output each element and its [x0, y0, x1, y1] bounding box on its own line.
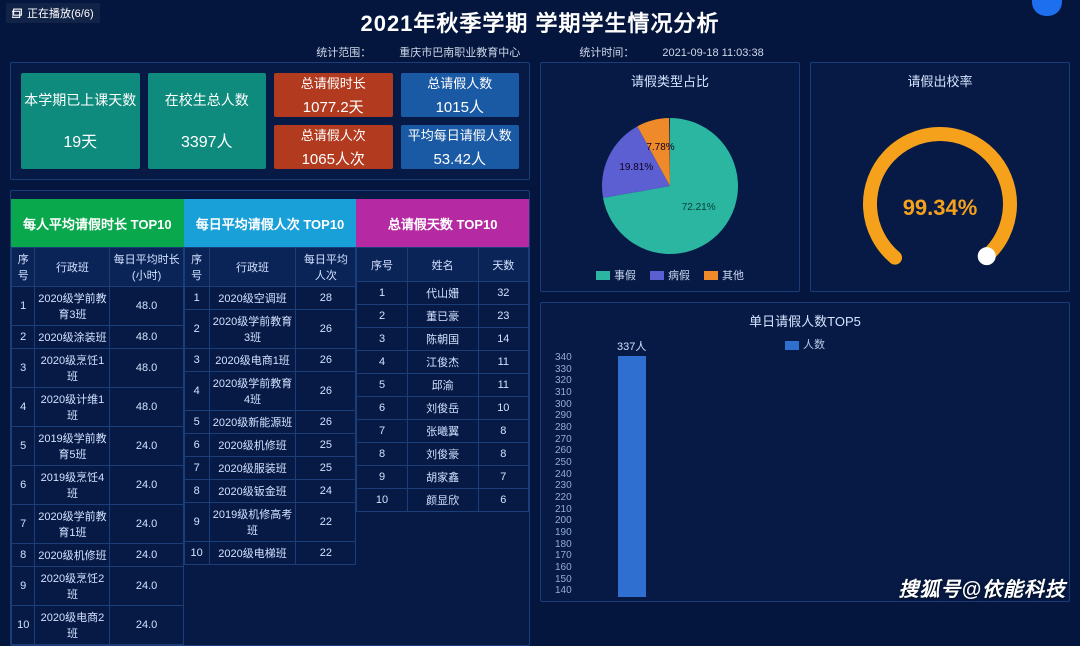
bar — [618, 356, 646, 597]
table-row: 6刘俊岳10 — [357, 397, 529, 420]
pie-chart: 72.21% 19.81% 7.78% — [549, 94, 791, 264]
table-row: 12020级空调班28 — [184, 287, 356, 310]
watermark: 搜狐号@依能科技 — [898, 573, 1066, 602]
table-row: 10颜显欣6 — [357, 489, 529, 512]
table-row: 5邱渝11 — [357, 374, 529, 397]
table-row: 3陈朝国14 — [357, 328, 529, 351]
tab-0[interactable]: 每人平均请假时长 TOP10 — [11, 199, 184, 247]
table-row: 1代山姗32 — [357, 282, 529, 305]
svg-text:72.21%: 72.21% — [682, 202, 716, 213]
kpi-card: 总请假人数1015人 — [401, 73, 520, 117]
table-avg-duration: 序号行政班每日平均时长(小时)12020级学前教育3班48.022020级涂装班… — [11, 247, 184, 645]
table-row: 9胡家鑫7 — [357, 466, 529, 489]
page-subtitle: 统计范围：重庆市巴南职业教育中心 统计时间：2021-09-18 11:03:3… — [0, 44, 1080, 60]
page-title: 2021年秋季学期 学期学生情况分析 — [0, 6, 1080, 38]
gauge-chart — [819, 94, 1061, 274]
svg-text:19.81%: 19.81% — [619, 162, 653, 173]
tab-1[interactable]: 每日平均请假人次 TOP10 — [184, 199, 357, 247]
table-row: 42020级计维1班48.0 — [12, 388, 184, 427]
table-row: 22020级涂装班48.0 — [12, 326, 184, 349]
table-row: 102020级电商2班24.0 — [12, 606, 184, 645]
table-row: 2董已豪23 — [357, 305, 529, 328]
table-row: 22020级学前教育3班26 — [184, 310, 356, 349]
kpi-card: 总请假时长1077.2天 — [274, 73, 393, 117]
pie-title: 请假类型占比 — [549, 71, 791, 90]
bar-plot: 337人 — [578, 352, 1055, 597]
kpi-card: 平均每日请假人数53.42人 — [401, 125, 520, 169]
bar-y-axis: 3403303203103002902802702602502402302202… — [555, 352, 578, 597]
table-avg-count: 序号行政班每日平均人次12020级空调班2822020级学前教育3班263202… — [184, 247, 357, 645]
pie-panel: 请假类型占比 72.21% 19.81% 7.78% 事假病假其他 — [540, 62, 800, 292]
table-row: 32020级电商1班26 — [184, 349, 356, 372]
table-row: 62020级机修班25 — [184, 434, 356, 457]
bar-panel: 单日请假人数TOP5 人数 34033032031030029028027026… — [540, 302, 1070, 602]
pie-legend: 事假病假其他 — [541, 267, 799, 283]
table-row: 92019级机修高考班22 — [184, 503, 356, 542]
table-row: 7张曦翼8 — [357, 420, 529, 443]
window-icon — [12, 8, 23, 19]
table-row: 52020级新能源班26 — [184, 411, 356, 434]
svg-text:7.78%: 7.78% — [646, 142, 674, 153]
table-row: 72020级学前教育1班24.0 — [12, 505, 184, 544]
playback-badge: 正在播放(6/6) — [6, 3, 100, 23]
table-row: 92020级烹饪2班24.0 — [12, 567, 184, 606]
kpi-card: 总请假人次1065人次 — [274, 125, 393, 169]
header: 2021年秋季学期 学期学生情况分析 统计范围：重庆市巴南职业教育中心 统计时间… — [0, 0, 1080, 60]
tables-row: 序号行政班每日平均时长(小时)12020级学前教育3班48.022020级涂装班… — [11, 247, 529, 645]
gauge-panel: 请假出校率 99.34% — [810, 62, 1070, 292]
table-row: 82020级钣金班24 — [184, 480, 356, 503]
table-row: 32020级烹饪1班48.0 — [12, 349, 184, 388]
tabbar: 每人平均请假时长 TOP10每日平均请假人次 TOP10总请假天数 TOP10 — [11, 199, 529, 247]
table-row: 4江俊杰11 — [357, 351, 529, 374]
gauge-value: 99.34% — [811, 195, 1069, 221]
kpi-panel: 本学期已上课天数19天在校生总人数3397人总请假时长1077.2天总请假人次1… — [10, 62, 530, 180]
kpi-card: 在校生总人数3397人 — [148, 73, 267, 169]
table-row: 72020级服装班25 — [184, 457, 356, 480]
table-row: 82020级机修班24.0 — [12, 544, 184, 567]
table-row: 8刘俊豪8 — [357, 443, 529, 466]
table-row: 12020级学前教育3班48.0 — [12, 287, 184, 326]
bar-title: 单日请假人数TOP5 — [555, 311, 1055, 330]
table-total-days: 序号姓名天数1代山姗322董已豪233陈朝国144江俊杰115邱渝116刘俊岳1… — [356, 247, 529, 645]
top10-panel: 每人平均请假时长 TOP10每日平均请假人次 TOP10总请假天数 TOP10 … — [10, 190, 530, 646]
table-row: 102020级电梯班22 — [184, 542, 356, 565]
gauge-title: 请假出校率 — [819, 71, 1061, 90]
table-row: 62019级烹饪4班24.0 — [12, 466, 184, 505]
playback-text: 正在播放(6/6) — [27, 5, 94, 21]
kpi-card: 本学期已上课天数19天 — [21, 73, 140, 169]
table-row: 52019级学前教育5班24.0 — [12, 427, 184, 466]
table-row: 42020级学前教育4班26 — [184, 372, 356, 411]
tab-2[interactable]: 总请假天数 TOP10 — [356, 199, 529, 247]
